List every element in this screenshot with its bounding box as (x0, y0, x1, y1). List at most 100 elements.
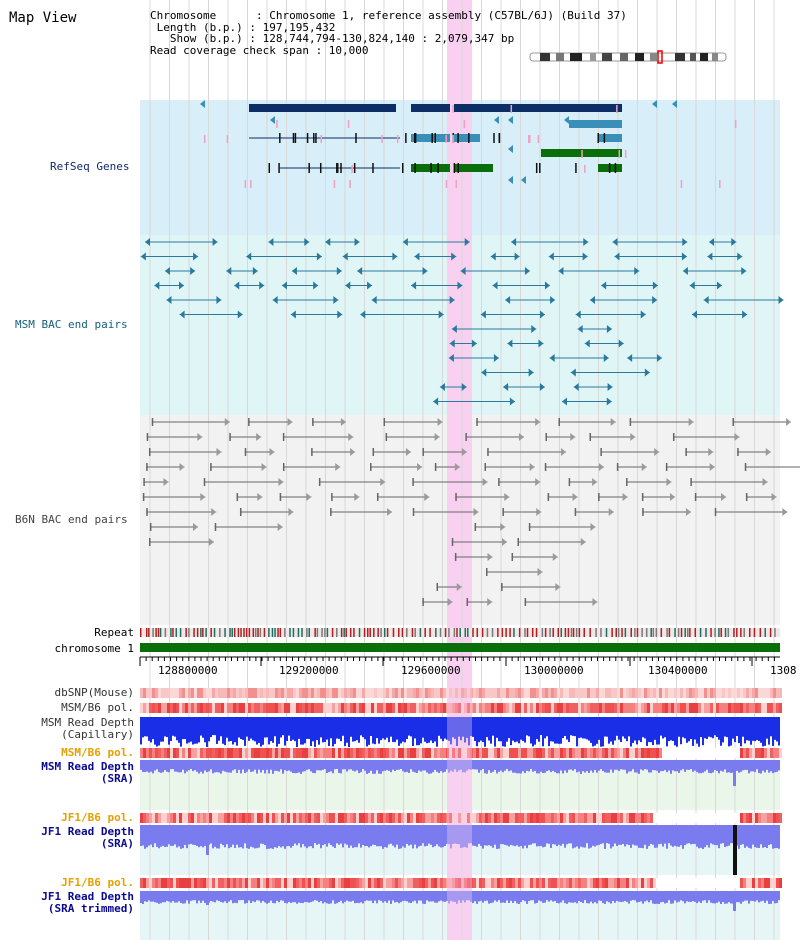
heat-cell (332, 813, 335, 823)
heat-cell (719, 688, 722, 698)
track-label-msm-b6-pol-2[interactable]: MSM/B6 pol. (61, 746, 134, 759)
depth-bar (658, 760, 660, 773)
heat-cell (485, 703, 488, 713)
track-label-jf1-depth-trimmed[interactable]: JF1 Read Depth (SRA trimmed) (41, 891, 134, 915)
heat-cell (329, 748, 332, 758)
depth-bar (468, 717, 470, 746)
depth-bar (758, 760, 760, 774)
depth-bar (640, 717, 642, 743)
depth-bar (354, 825, 356, 848)
heat-cell (392, 688, 395, 698)
refseq-tick (624, 150, 627, 158)
track-label-msm-depth-capillary[interactable]: MSM Read Depth (Capillary) (41, 717, 134, 741)
depth-bar (148, 717, 150, 741)
msm-bac-end (634, 267, 640, 275)
depth-bar (204, 717, 206, 743)
heat-cell (188, 688, 191, 698)
heat-cell (662, 688, 665, 698)
depth-bar (368, 760, 370, 773)
track-label-jf1-b6-pol-2[interactable]: JF1/B6 pol. (61, 876, 134, 889)
depth-bar (320, 825, 322, 849)
depth-bar (414, 825, 416, 845)
depth-bar (200, 891, 202, 903)
track-label-refseq[interactable]: RefSeq Genes (50, 160, 130, 173)
heat-cell (428, 748, 431, 758)
heat-cell (578, 748, 581, 758)
heat-cell (152, 878, 155, 888)
depth-bar (278, 760, 280, 772)
track-label-repeat[interactable]: Repeat (94, 626, 134, 639)
heat-cell (596, 878, 599, 888)
heat-cell (521, 748, 524, 758)
heat-cell (371, 878, 374, 888)
depth-bar (622, 760, 624, 770)
depth-bar (478, 760, 480, 773)
heat-cell (695, 703, 698, 713)
heat-cell (698, 813, 701, 823)
heat-cell (530, 878, 533, 888)
heat-cell (668, 688, 671, 698)
ideogram-band (570, 53, 582, 61)
track-label-msm-bac[interactable]: MSM BAC end pairs (15, 318, 128, 331)
depth-bar (370, 891, 372, 901)
heat-cell (368, 703, 371, 713)
depth-bar (508, 891, 510, 904)
depth-bar (714, 891, 716, 904)
depth-bar (242, 825, 244, 849)
repeat-element (314, 628, 316, 637)
heat-cell (440, 688, 443, 698)
depth-bar (166, 717, 168, 738)
track-label-jf1-depth-sra[interactable]: JF1 Read Depth (SRA) (41, 826, 134, 850)
heat-cell (353, 748, 356, 758)
depth-bar (644, 825, 646, 845)
msm-bac-end (449, 296, 455, 304)
depth-bar (162, 825, 164, 846)
heat-cell (242, 703, 245, 713)
heat-cell (665, 688, 668, 698)
depth-bar (352, 760, 354, 771)
track-label-jf1-b6-pol[interactable]: JF1/B6 pol. (61, 811, 134, 824)
track-label-dbsnp[interactable]: dbSNP(Mouse) (54, 686, 134, 699)
heat-cell (626, 703, 629, 713)
track-label-msm-depth-sra[interactable]: MSM Read Depth (SRA) (41, 761, 134, 785)
depth-bar (628, 717, 630, 737)
heat-cell (743, 748, 746, 758)
depth-bar (616, 760, 618, 770)
heat-cell (320, 748, 323, 758)
heat-cell (350, 748, 353, 758)
depth-bar (228, 825, 230, 849)
depth-bar (300, 891, 302, 903)
heat-cell (254, 813, 257, 823)
depth-bar (248, 825, 250, 849)
heat-cell (323, 878, 326, 888)
track-label-b6n-bac[interactable]: B6N BAC end pairs (15, 513, 128, 526)
heat-cell (560, 748, 563, 758)
depth-bar (346, 891, 348, 901)
depth-bar (282, 891, 284, 901)
heat-cell (257, 688, 260, 698)
depth-bar (604, 891, 606, 904)
depth-bar (658, 825, 660, 845)
b6n-bac-end (256, 433, 262, 441)
heat-cell (602, 878, 605, 888)
b6n-bac-end (372, 448, 375, 456)
depth-bar (638, 891, 640, 902)
track-label-msm-b6-pol[interactable]: MSM/B6 pol. (61, 701, 134, 714)
heat-cell (590, 813, 593, 823)
depth-bar (376, 891, 378, 904)
repeat-element (245, 628, 248, 637)
depth-bar (566, 760, 568, 773)
depth-bar (160, 760, 162, 773)
heat-cell (413, 813, 416, 823)
depth-bar (650, 825, 652, 844)
heat-cell (527, 878, 530, 888)
heat-cell (338, 703, 341, 713)
track-label-chromosome[interactable]: chromosome 1 (54, 642, 134, 655)
depth-bar (482, 825, 484, 849)
depth-bar (578, 717, 580, 738)
depth-bar (234, 717, 236, 743)
msm-bac-end (414, 252, 420, 261)
depth-bar (276, 717, 278, 747)
